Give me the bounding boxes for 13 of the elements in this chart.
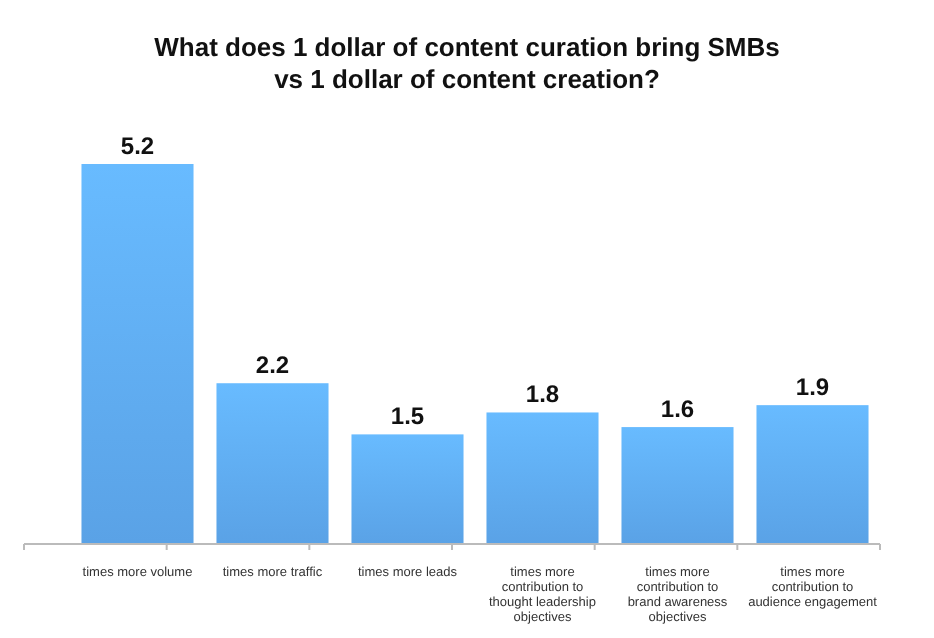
bar <box>756 405 869 544</box>
data-label: 5.2 <box>120 132 155 160</box>
bar <box>486 412 599 544</box>
bar <box>216 383 329 544</box>
data-label: 1.5 <box>390 402 425 431</box>
data-label: 1.9 <box>795 373 830 402</box>
data-label: 1.6 <box>660 395 695 424</box>
chart-title: What does 1 dollar of content curation bring SMBs vs 1 dollar of content creation? <box>154 32 780 94</box>
bar <box>621 427 734 544</box>
data-label: 2.2 <box>255 351 290 380</box>
bar <box>81 164 194 544</box>
data-label: 1.8 <box>525 380 560 409</box>
bar <box>351 434 464 544</box>
